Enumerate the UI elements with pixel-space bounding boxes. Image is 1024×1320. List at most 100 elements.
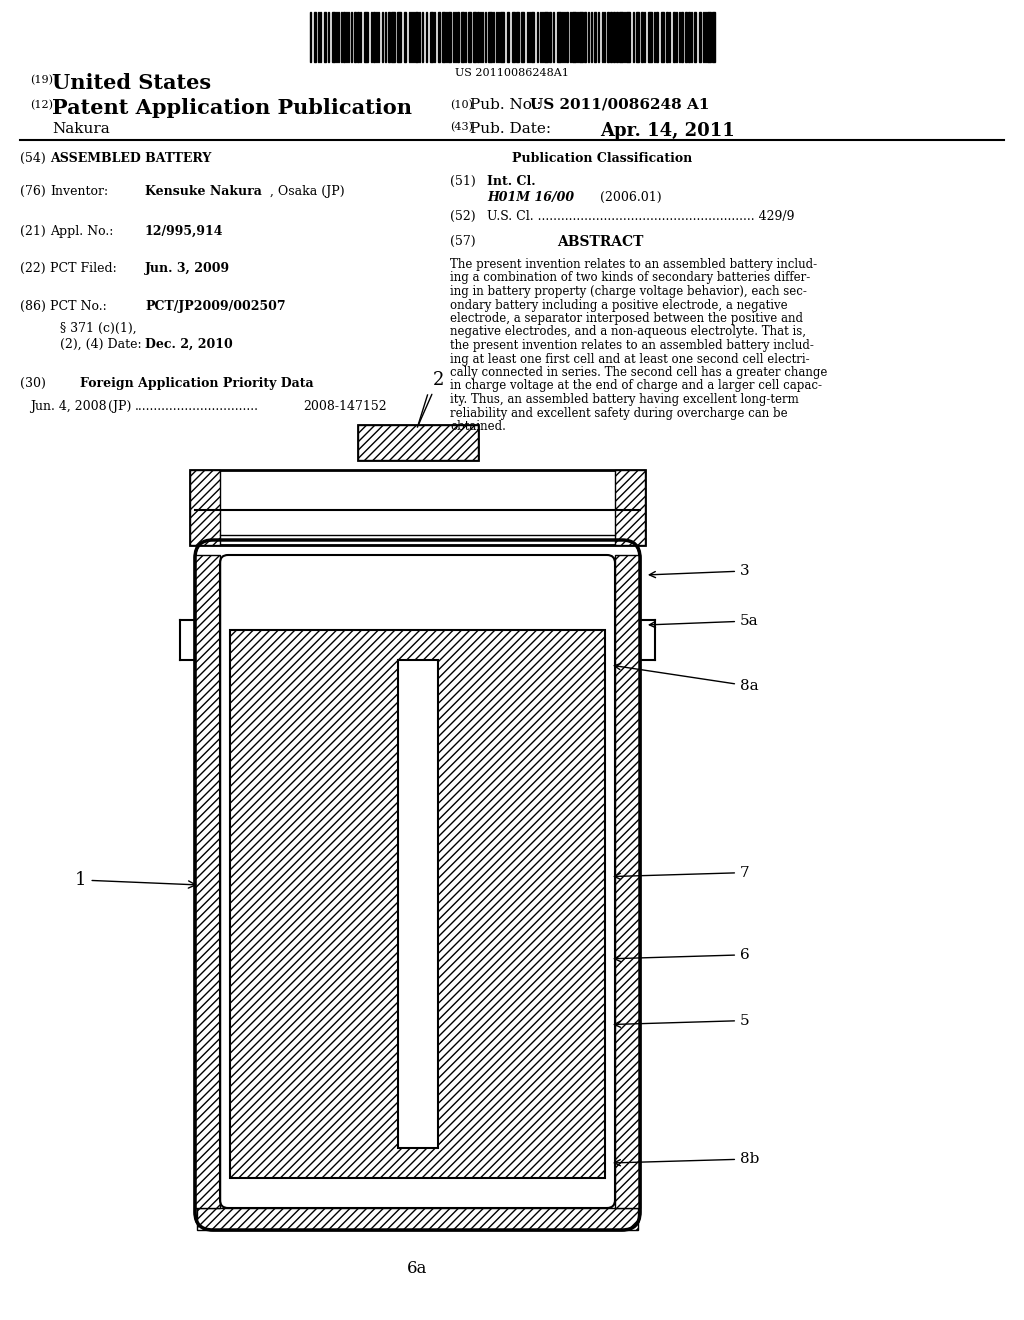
Bar xyxy=(473,12,476,62)
Text: 8b: 8b xyxy=(614,1152,760,1166)
Bar xyxy=(488,12,492,62)
Text: PCT/JP2009/002507: PCT/JP2009/002507 xyxy=(145,300,286,313)
Bar xyxy=(190,470,220,545)
Text: (22): (22) xyxy=(20,261,46,275)
Text: Dec. 2, 2010: Dec. 2, 2010 xyxy=(145,338,232,351)
Bar xyxy=(354,12,356,62)
Text: (57): (57) xyxy=(450,235,475,248)
Bar xyxy=(610,12,612,62)
Text: PCT No.:: PCT No.: xyxy=(50,300,106,313)
Text: (76): (76) xyxy=(20,185,46,198)
Bar xyxy=(662,12,664,62)
Bar xyxy=(607,12,609,62)
Text: Foreign Application Priority Data: Foreign Application Priority Data xyxy=(80,378,313,389)
Bar xyxy=(557,12,561,62)
Bar xyxy=(388,12,390,62)
Text: (43): (43) xyxy=(450,121,473,132)
Bar xyxy=(613,12,615,62)
Text: § 371 (c)(1),: § 371 (c)(1), xyxy=(60,322,136,335)
Bar xyxy=(343,12,345,62)
Text: 5: 5 xyxy=(614,1014,750,1027)
Text: (2), (4) Date:: (2), (4) Date: xyxy=(60,338,141,351)
Text: Patent Application Publication: Patent Application Publication xyxy=(52,98,412,117)
Bar xyxy=(373,12,375,62)
Text: (JP): (JP) xyxy=(108,400,131,413)
Bar xyxy=(615,470,645,545)
Text: (21): (21) xyxy=(20,224,46,238)
Text: ondary battery including a positive electrode, a negative: ondary battery including a positive elec… xyxy=(450,298,787,312)
Text: H01M 16/00: H01M 16/00 xyxy=(487,191,574,205)
Bar xyxy=(404,12,406,62)
Bar xyxy=(457,12,459,62)
Text: cally connected in series. The second cell has a greater change: cally connected in series. The second ce… xyxy=(450,366,827,379)
Text: ASSEMBLED BATTERY: ASSEMBLED BATTERY xyxy=(50,152,211,165)
Text: PCT Filed:: PCT Filed: xyxy=(50,261,117,275)
Bar xyxy=(648,12,652,62)
Bar xyxy=(699,12,701,62)
Text: Int. Cl.: Int. Cl. xyxy=(487,176,536,187)
Text: in charge voltage at the end of charge and a larger cell capac-: in charge voltage at the end of charge a… xyxy=(450,380,822,392)
Bar xyxy=(468,12,471,62)
Bar xyxy=(594,12,596,62)
Bar xyxy=(397,12,401,62)
Text: US 20110086248A1: US 20110086248A1 xyxy=(455,69,569,78)
Bar xyxy=(500,12,504,62)
Text: (12): (12) xyxy=(30,100,53,111)
Bar xyxy=(477,12,479,62)
Text: Apr. 14, 2011: Apr. 14, 2011 xyxy=(600,121,735,140)
Bar xyxy=(673,12,675,62)
Bar xyxy=(442,12,445,62)
Text: , Osaka (JP): , Osaka (JP) xyxy=(270,185,345,198)
Text: 8a: 8a xyxy=(614,664,759,693)
Text: ity. Thus, an assembled battery having excellent long-term: ity. Thus, an assembled battery having e… xyxy=(450,393,799,407)
Bar xyxy=(364,12,368,62)
Bar xyxy=(688,12,690,62)
Text: Pub. Date:: Pub. Date: xyxy=(470,121,551,136)
Bar xyxy=(357,12,359,62)
Text: Nakura: Nakura xyxy=(52,121,110,136)
Bar xyxy=(544,12,548,62)
Text: negative electrodes, and a non-aqueous electrolyte. That is,: negative electrodes, and a non-aqueous e… xyxy=(450,326,806,338)
Bar xyxy=(618,12,623,62)
Text: U.S. Cl. ........................................................ 429/9: U.S. Cl. ...............................… xyxy=(487,210,795,223)
Bar xyxy=(397,660,437,1148)
Bar xyxy=(584,12,586,62)
Bar xyxy=(190,470,645,545)
Bar xyxy=(438,12,440,62)
Bar xyxy=(324,12,326,62)
Text: 1: 1 xyxy=(75,871,196,888)
FancyBboxPatch shape xyxy=(195,540,640,1230)
Bar xyxy=(656,12,658,62)
Text: Publication Classification: Publication Classification xyxy=(512,152,692,165)
Bar xyxy=(230,630,605,1177)
Text: ing in battery property (charge voltage behavior), each sec-: ing in battery property (charge voltage … xyxy=(450,285,807,298)
Text: 12/995,914: 12/995,914 xyxy=(145,224,223,238)
Bar xyxy=(572,12,575,62)
Text: (86): (86) xyxy=(20,300,46,313)
Bar xyxy=(197,1208,638,1230)
Text: (19): (19) xyxy=(30,75,53,86)
Bar xyxy=(512,12,515,62)
Bar xyxy=(516,12,519,62)
Text: Inventor:: Inventor: xyxy=(50,185,109,198)
Bar xyxy=(666,12,668,62)
Bar xyxy=(449,12,451,62)
Text: (52): (52) xyxy=(450,210,475,223)
Text: 7: 7 xyxy=(614,866,750,879)
Text: Appl. No.:: Appl. No.: xyxy=(50,224,114,238)
Bar xyxy=(507,12,509,62)
Bar xyxy=(357,425,477,459)
Text: 2008-147152: 2008-147152 xyxy=(303,400,387,413)
Text: 6a: 6a xyxy=(408,1261,428,1276)
Bar xyxy=(391,12,395,62)
Bar xyxy=(626,12,630,62)
Bar xyxy=(314,12,316,62)
Text: 2: 2 xyxy=(419,371,443,425)
Bar xyxy=(461,12,464,62)
Bar xyxy=(521,12,524,62)
Bar xyxy=(566,12,568,62)
Bar xyxy=(636,12,639,62)
Text: Pub. No.:: Pub. No.: xyxy=(470,98,547,112)
Text: electrode, a separator interposed between the positive and: electrode, a separator interposed betwee… xyxy=(450,312,803,325)
Bar xyxy=(430,12,433,62)
